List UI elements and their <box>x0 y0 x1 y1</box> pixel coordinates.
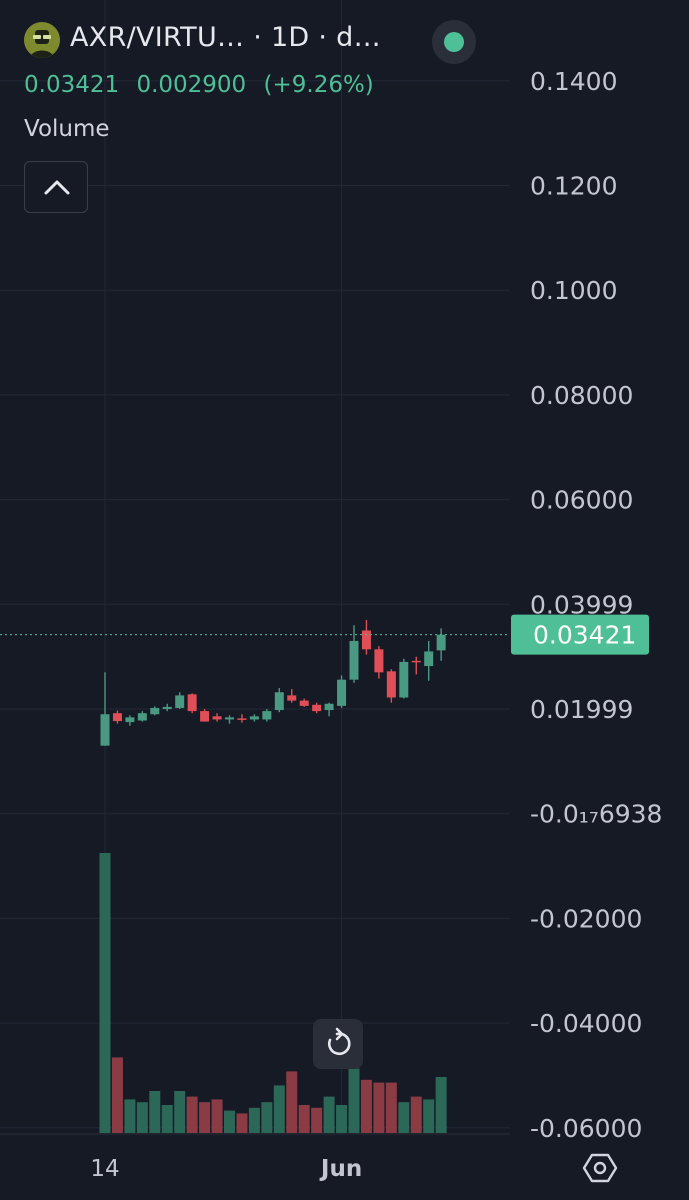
price-axis-tick-label: 0.03999 <box>530 590 633 619</box>
volume-bar <box>410 1096 422 1133</box>
settings-hexagon-icon <box>582 1153 618 1183</box>
candle-body <box>361 630 371 650</box>
candle-body <box>162 706 172 709</box>
volume-bar <box>435 1077 447 1133</box>
candle-body <box>249 716 259 720</box>
volume-bar <box>398 1102 410 1133</box>
chart-settings-button[interactable] <box>582 1150 618 1186</box>
price-axis[interactable]: 0.14000.12000.10000.080000.060000.039990… <box>530 67 662 1143</box>
quote-values: 0.03421 0.002900 (+9.26%) <box>24 72 384 98</box>
collapse-legend-button[interactable] <box>24 161 88 213</box>
price-axis-tick-label: 0.1000 <box>530 276 617 305</box>
volume-bar <box>423 1099 435 1133</box>
volume-bar <box>136 1102 148 1133</box>
last-price: 0.03421 <box>24 72 120 98</box>
price-axis-tick-label: 0.01999 <box>530 695 633 724</box>
candle-body <box>274 692 284 711</box>
price-axis-tick-label: 0.1200 <box>530 172 617 201</box>
candle-body <box>299 700 309 706</box>
candle-body <box>225 717 234 720</box>
volume-bar <box>174 1091 186 1133</box>
candle-body <box>337 679 347 706</box>
price-axis-tick-label: 0.1400 <box>530 67 617 96</box>
volume-bar <box>261 1102 273 1133</box>
candle-body <box>424 651 434 667</box>
price-axis-tick-label: -0.04000 <box>530 1009 642 1038</box>
volume-bar <box>385 1082 397 1133</box>
robot-avatar-icon[interactable] <box>24 22 60 58</box>
volume-bar <box>161 1105 173 1133</box>
volume-bar <box>336 1105 348 1133</box>
volume-bar <box>111 1057 123 1133</box>
time-axis-tick-label: 14 <box>90 1156 119 1182</box>
market-status-button[interactable] <box>432 20 476 64</box>
volume-bar <box>360 1079 372 1133</box>
candle-body <box>287 695 297 701</box>
candle-body <box>436 634 446 651</box>
status-dot-icon <box>444 32 464 52</box>
reset-chart-button[interactable] <box>313 1019 363 1069</box>
volume-bar <box>224 1110 235 1133</box>
volume-bar <box>286 1071 298 1133</box>
candle-body <box>100 714 110 746</box>
volume-bar <box>298 1105 310 1133</box>
candle-body <box>374 649 384 673</box>
volume-bar <box>124 1099 136 1133</box>
candle-body <box>112 713 122 722</box>
price-axis-tick-label: -0.0₁₇6938 <box>530 800 662 829</box>
candle-body <box>411 660 421 663</box>
current-price-tag-bg <box>511 614 649 655</box>
price-axis-tick-label: 0.06000 <box>530 486 633 515</box>
candle-body <box>187 694 197 712</box>
price-axis-tick-label: 0.08000 <box>530 381 633 410</box>
candle-body <box>399 661 409 698</box>
volume-bar <box>99 853 111 1133</box>
candlestick-series <box>100 620 446 746</box>
candle-body <box>212 716 222 720</box>
price-change: 0.002900 <box>136 72 247 98</box>
candle-body <box>125 717 135 723</box>
volume-bar <box>149 1091 161 1133</box>
volume-bar <box>323 1096 335 1133</box>
reset-icon <box>328 1027 351 1056</box>
volume-bar <box>311 1107 323 1133</box>
candle-body <box>137 713 147 721</box>
current-price-tag: 0.03421 <box>511 614 649 655</box>
volume-bar <box>248 1107 260 1133</box>
candle-body <box>349 640 359 680</box>
legend-header: AXR/VIRTU… · 1D · d… 0.03421 0.002900 (+… <box>0 0 689 230</box>
candle-body <box>312 704 322 712</box>
time-axis[interactable]: 14 Jun <box>90 1156 362 1182</box>
price-change-percent: (+9.26%) <box>263 72 374 98</box>
candle-body <box>150 707 160 715</box>
candle-body <box>386 671 396 698</box>
volume-bar <box>273 1085 285 1133</box>
chevron-up-icon <box>44 180 70 195</box>
price-axis-tick-label: -0.06000 <box>530 1114 642 1143</box>
volume-bars <box>99 853 447 1133</box>
candle-body <box>175 695 185 708</box>
volume-bar <box>186 1096 198 1133</box>
candle-body <box>262 711 272 720</box>
price-axis-tick-label: -0.02000 <box>530 904 642 933</box>
volume-bar <box>211 1099 223 1133</box>
volume-bar <box>373 1082 385 1133</box>
current-price-tag-label: 0.03421 <box>533 621 636 650</box>
time-axis-tick-label: Jun <box>319 1156 362 1182</box>
symbol-title[interactable]: AXR/VIRTU… · 1D · d… <box>70 22 381 53</box>
candle-body <box>237 718 247 720</box>
volume-indicator-label[interactable]: Volume <box>24 116 110 142</box>
candle-body <box>324 703 334 711</box>
volume-bar <box>199 1102 211 1133</box>
volume-bar <box>236 1113 248 1133</box>
volume-bar <box>348 1068 360 1133</box>
candle-body <box>200 711 210 722</box>
